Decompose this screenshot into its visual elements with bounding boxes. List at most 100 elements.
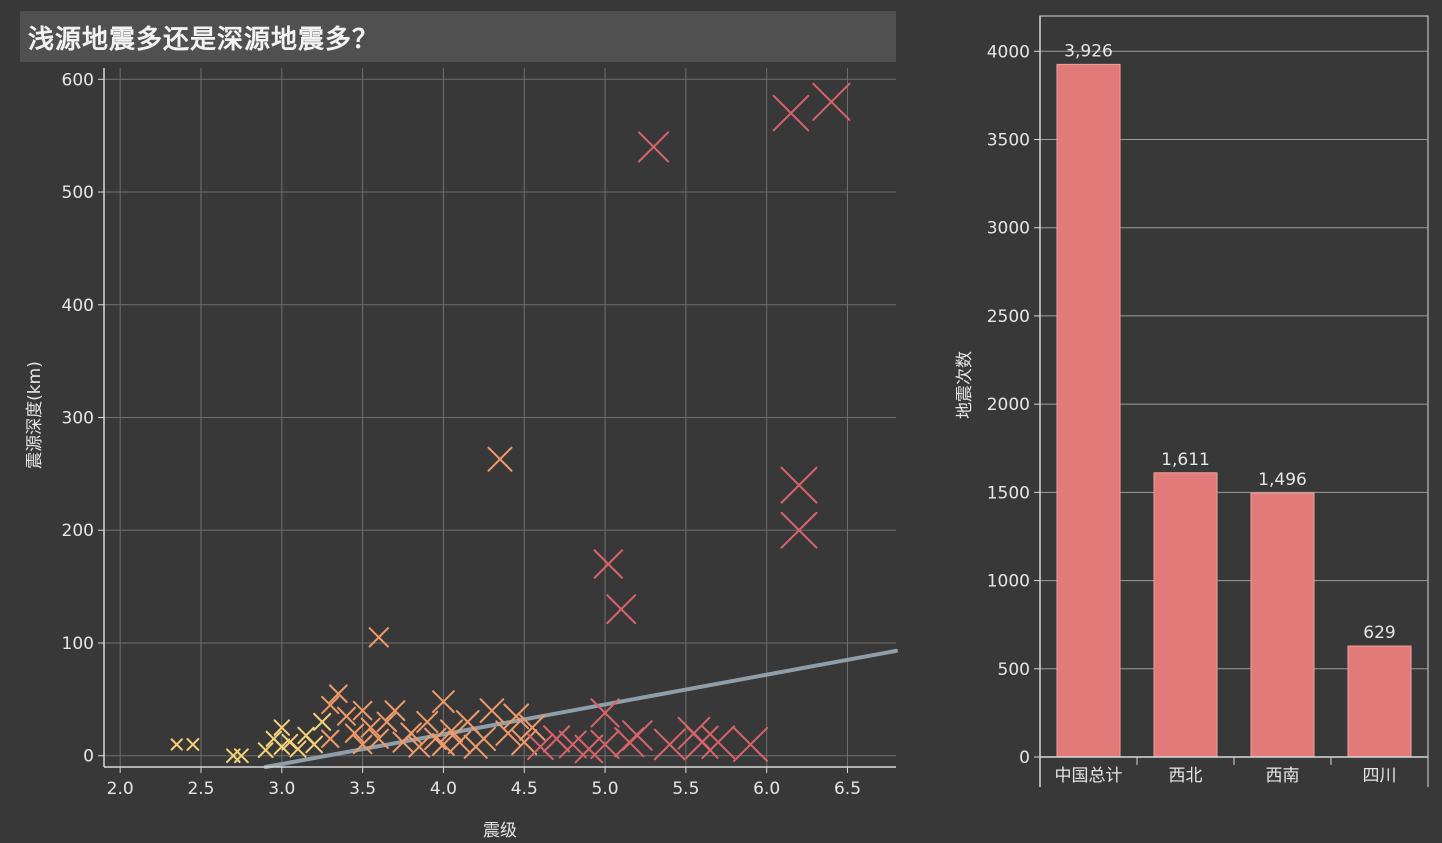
bar-value-label: 1,496 <box>1258 470 1307 490</box>
scatter-point <box>701 725 736 760</box>
scatter-point <box>305 735 324 754</box>
scatter-point <box>368 728 389 749</box>
bar-y-tick-label: 3500 <box>987 131 1030 151</box>
scatter-point <box>336 706 356 726</box>
scatter-point <box>622 720 653 751</box>
scatter-point <box>780 511 818 549</box>
bar-y-tick-label: 2000 <box>987 395 1030 415</box>
scatter-x-tick-label: 3.5 <box>349 779 376 799</box>
scatter-point <box>431 690 455 714</box>
scatter-point <box>772 94 810 132</box>
scatter-point <box>519 714 546 741</box>
scatter-axes: 2.0 2.5 3.0 3.5 4.0 4.5 5.0 5.5 6.0 6.5 0 100 200 300… <box>62 68 896 799</box>
scatter-point <box>653 728 686 761</box>
bar-value-label: 1,611 <box>1161 450 1210 470</box>
bar-value-label: 3,926 <box>1064 41 1113 61</box>
scatter-point <box>329 684 348 704</box>
scatter-x-tick-label: 3.0 <box>268 779 295 799</box>
scatter-point <box>780 466 818 504</box>
scatter-point <box>590 698 620 728</box>
bar-y-tick-label: 1500 <box>987 483 1030 503</box>
scatter-point <box>289 740 307 758</box>
bar-x-tick-label: 四川 <box>1363 766 1397 786</box>
scatter-x-tick-label: 4.0 <box>430 779 457 799</box>
bar-y-tick-label: 500 <box>998 660 1030 680</box>
scatter-point <box>511 729 538 756</box>
bar-x-tick-label: 西南 <box>1266 766 1300 786</box>
scatter-point <box>360 717 381 738</box>
scatter-x-tick-label: 6.0 <box>753 779 780 799</box>
scatter-point <box>186 737 200 751</box>
scatter-point <box>812 82 851 121</box>
bar <box>1347 645 1412 758</box>
scatter-point <box>685 725 719 759</box>
bar-y-tick-label: 4000 <box>987 42 1030 62</box>
scatter-point <box>471 726 497 752</box>
scatter-point <box>368 627 389 648</box>
bar-value-label: 629 <box>1363 623 1395 643</box>
scatter-point <box>558 730 587 759</box>
scatter-point <box>606 594 637 625</box>
scatter-point <box>574 734 604 764</box>
scatter-point <box>352 734 373 755</box>
scatter-point <box>527 733 554 761</box>
scatter-x-tick-label: 6.5 <box>834 779 861 799</box>
scatter-point <box>384 700 406 722</box>
scatter-point <box>273 738 291 755</box>
bar-y-tick-label: 2500 <box>987 307 1030 327</box>
bar-y-axis-title: 地震次数 <box>955 351 975 419</box>
scatter-x-tick-label: 2.0 <box>107 779 134 799</box>
scatter-point <box>416 710 439 734</box>
scatter-point <box>447 730 472 754</box>
scatter-point <box>637 131 670 163</box>
scatter-point <box>400 722 422 744</box>
bar <box>1250 492 1315 758</box>
scatter-point <box>487 446 513 472</box>
bar-x-tick-label: 中国总计 <box>1055 766 1123 786</box>
scatter-points <box>170 82 851 764</box>
scatter-point <box>590 729 620 760</box>
bar-chart: 3,926 1,611 1,496 629 0 500 1000 1500 2000 2500 3… <box>955 15 1429 787</box>
scatter-point <box>170 738 183 751</box>
scatter-point <box>321 729 340 749</box>
scatter-x-tick-label: 2.5 <box>187 779 214 799</box>
bar <box>1056 63 1121 758</box>
scatter-point <box>273 719 291 736</box>
scatter-y-tick-label: 500 <box>62 183 94 203</box>
scatter-point <box>376 711 398 733</box>
scatter-point <box>233 748 249 764</box>
bar-x-tick-label: 西北 <box>1169 766 1203 786</box>
scatter-y-tick-label: 400 <box>62 296 94 316</box>
scatter-x-tick-label: 5.0 <box>592 779 619 799</box>
scatter-point <box>257 742 274 759</box>
scatter-point <box>479 698 505 724</box>
scatter-point <box>408 735 431 758</box>
bar-series: 3,926 1,611 1,496 629 <box>1056 41 1412 758</box>
bar-axes: 0 500 1000 1500 2000 2500 3000 3500 4000 中国总计 西北 西南… <box>987 16 1429 787</box>
scatter-grid <box>104 68 896 767</box>
scatter-x-axis-title: 震级 <box>483 821 517 841</box>
scatter-y-axis-title: 震源深度(km) <box>25 361 45 469</box>
scatter-y-tick-label: 0 <box>83 747 94 767</box>
scatter-point <box>593 549 623 579</box>
scatter-y-tick-label: 100 <box>62 634 94 654</box>
scatter-y-tick-label: 300 <box>62 409 94 429</box>
title-bar: 浅源地震多还是深源地震多？ <box>20 11 896 62</box>
bar-y-tick-label: 0 <box>1019 748 1030 768</box>
scatter-y-tick-label: 600 <box>62 70 94 90</box>
scatter-point <box>503 703 530 730</box>
scatter-y-tick-label: 200 <box>62 521 94 541</box>
scatter-point <box>542 725 571 753</box>
scatter-x-tick-label: 4.5 <box>511 779 538 799</box>
bar <box>1153 472 1218 758</box>
scatter-point <box>495 720 521 746</box>
bar-y-tick-label: 1000 <box>987 572 1030 592</box>
scatter-x-tick-label: 5.5 <box>672 779 699 799</box>
scatter-chart: 2.0 2.5 3.0 3.5 4.0 4.5 5.0 5.5 6.0 6.5 0 100 200 300… <box>25 68 898 841</box>
scatter-point <box>733 726 769 762</box>
bar-y-tick-label: 3000 <box>987 219 1030 239</box>
scatter-point <box>313 712 332 731</box>
scatter-point <box>344 723 365 743</box>
scatter-point <box>321 695 340 715</box>
